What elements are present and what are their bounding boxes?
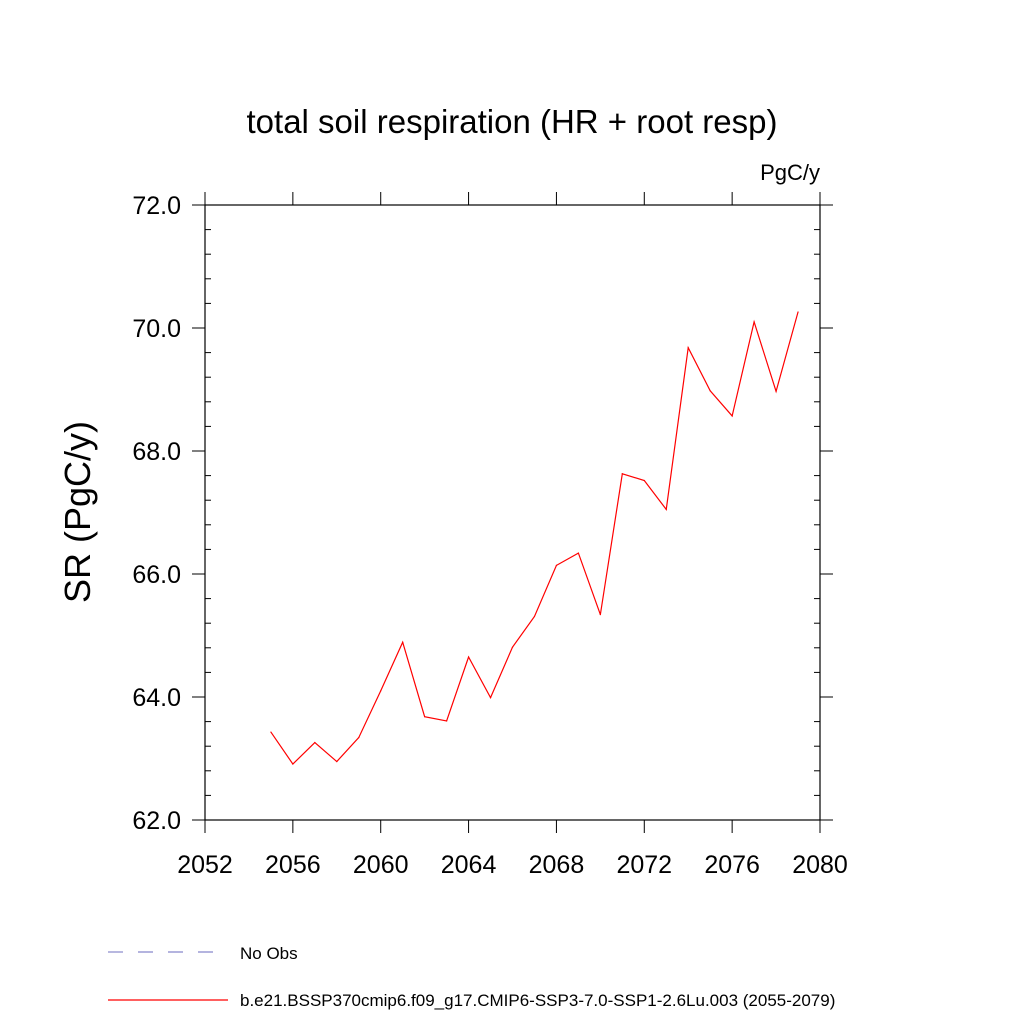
data-point	[599, 613, 601, 616]
y-tick-label: 70.0	[132, 315, 181, 343]
data-point	[577, 552, 579, 554]
legend-label-no-obs: No Obs	[240, 944, 298, 963]
data-point	[424, 716, 426, 718]
data-point	[643, 479, 645, 482]
series-layer	[270, 311, 799, 765]
legend-label-model: b.e21.BSSP370cmip6.f09_g17.CMIP6-SSP3-7.…	[240, 991, 835, 1010]
data-point	[511, 646, 514, 648]
plot-frame	[204, 204, 821, 821]
data-point	[336, 760, 338, 763]
data-point	[358, 736, 360, 739]
y-tick-label: 62.0	[132, 807, 181, 835]
data-point	[380, 690, 382, 692]
data-point	[555, 564, 558, 566]
y-tick-label: 72.0	[132, 192, 181, 220]
y-axis-label: SR (PgC/y)	[57, 421, 98, 603]
x-tick-label: 2064	[441, 851, 497, 879]
axis-ticks	[192, 192, 833, 833]
chart-title: total soil respiration (HR + root resp)	[247, 103, 778, 140]
data-point	[489, 697, 492, 699]
y-tick-label: 68.0	[132, 438, 181, 466]
x-tick-label: 2076	[704, 851, 760, 879]
data-point	[665, 508, 667, 511]
data-point	[446, 720, 448, 722]
x-tick-label: 2056	[265, 851, 321, 879]
data-point	[314, 741, 316, 744]
x-tick-label: 2072	[616, 851, 672, 879]
data-point	[402, 641, 404, 643]
data-point	[731, 415, 733, 417]
data-point	[753, 321, 755, 323]
data-point	[687, 347, 689, 349]
data-point	[709, 390, 711, 392]
data-point	[621, 473, 623, 475]
data-point	[775, 390, 777, 392]
series-line	[270, 311, 799, 765]
y-tick-label: 64.0	[132, 684, 181, 712]
legend: No Obs b.e21.BSSP370cmip6.f09_g17.CMIP6-…	[108, 944, 835, 1010]
y-tick-label: 66.0	[132, 561, 181, 589]
x-tick-label: 2068	[529, 851, 585, 879]
data-point	[292, 763, 294, 765]
x-tick-label: 2060	[353, 851, 409, 879]
data-point	[533, 615, 536, 618]
data-point	[467, 656, 470, 658]
x-tick-label: 2052	[177, 851, 233, 879]
units-label: PgC/y	[760, 160, 820, 185]
axis-tick-labels: 2052 2056 2060 2064 2068 2072 2076 2080 62.0 64.0…	[132, 192, 847, 879]
data-point	[797, 311, 799, 313]
data-point	[270, 731, 272, 733]
x-tick-label: 2080	[792, 851, 848, 879]
